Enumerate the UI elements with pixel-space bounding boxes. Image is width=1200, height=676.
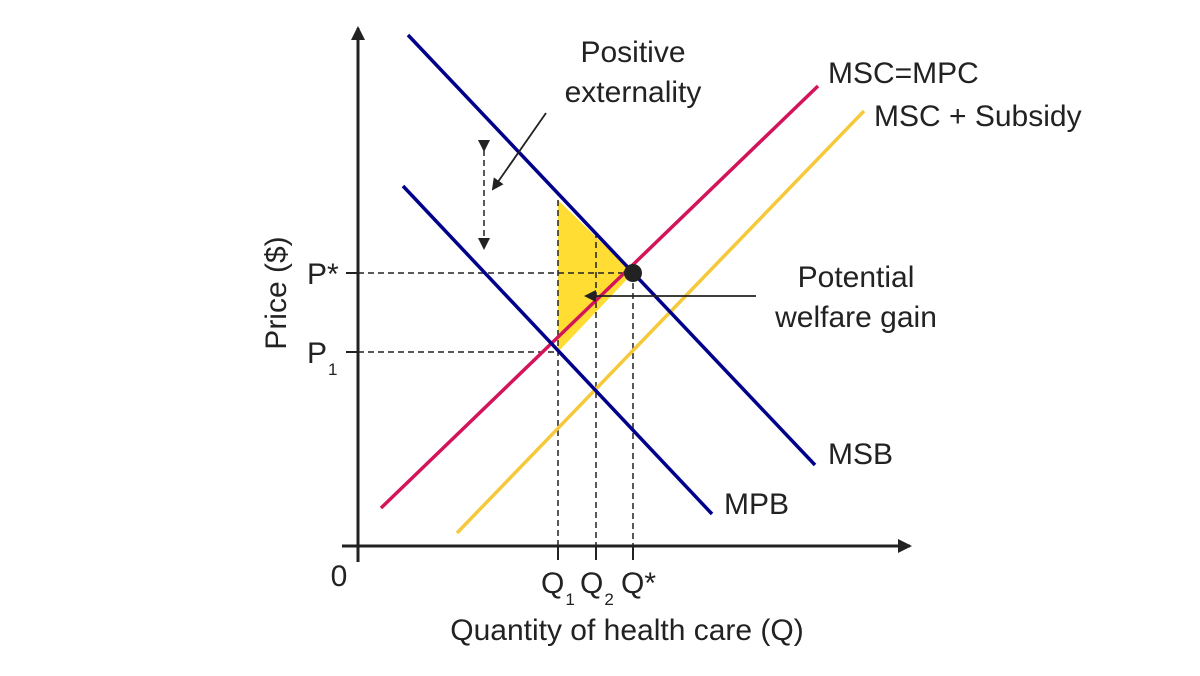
p1-subscript: 1 <box>328 360 337 379</box>
p-star-label: P* <box>307 258 339 291</box>
q-star-label: Q* <box>621 567 656 600</box>
msb-curve <box>406 33 817 467</box>
q2-subscript: 2 <box>604 590 613 609</box>
p1-main: P <box>307 337 327 370</box>
p1-label: P1 <box>307 337 337 379</box>
q1-main: Q <box>541 567 564 600</box>
msc-mpc-label: MSC=MPC <box>828 57 979 90</box>
q1-label: Q1 <box>541 567 575 609</box>
dashed-guides <box>358 140 634 546</box>
positive-externality-pointer <box>491 112 547 191</box>
msc-subsidy-curve <box>455 109 866 535</box>
axis-ticks <box>346 272 634 560</box>
x-axis-title: Quantity of health care (Q) <box>450 614 804 647</box>
q2-main: Q <box>580 567 603 600</box>
mpb-curve <box>401 184 714 516</box>
social-optimum-point <box>624 264 642 282</box>
msc-mpc-curve <box>379 84 820 510</box>
msb-label: MSB <box>828 438 893 471</box>
q2-label: Q2 <box>580 567 614 609</box>
welfare-gain-line2: welfare gain <box>774 301 937 334</box>
mpb-label: MPB <box>724 488 789 521</box>
y-axis-title: Price ($) <box>260 236 293 349</box>
origin-label: 0 <box>331 560 348 593</box>
msc-subsidy-label: MSC + Subsidy <box>874 100 1082 133</box>
welfare-gain-line1: Potential <box>798 261 915 294</box>
positive-externality-line2: externality <box>565 76 702 109</box>
q1-subscript: 1 <box>565 590 574 609</box>
positive-externality-line1: Positive <box>580 36 685 69</box>
